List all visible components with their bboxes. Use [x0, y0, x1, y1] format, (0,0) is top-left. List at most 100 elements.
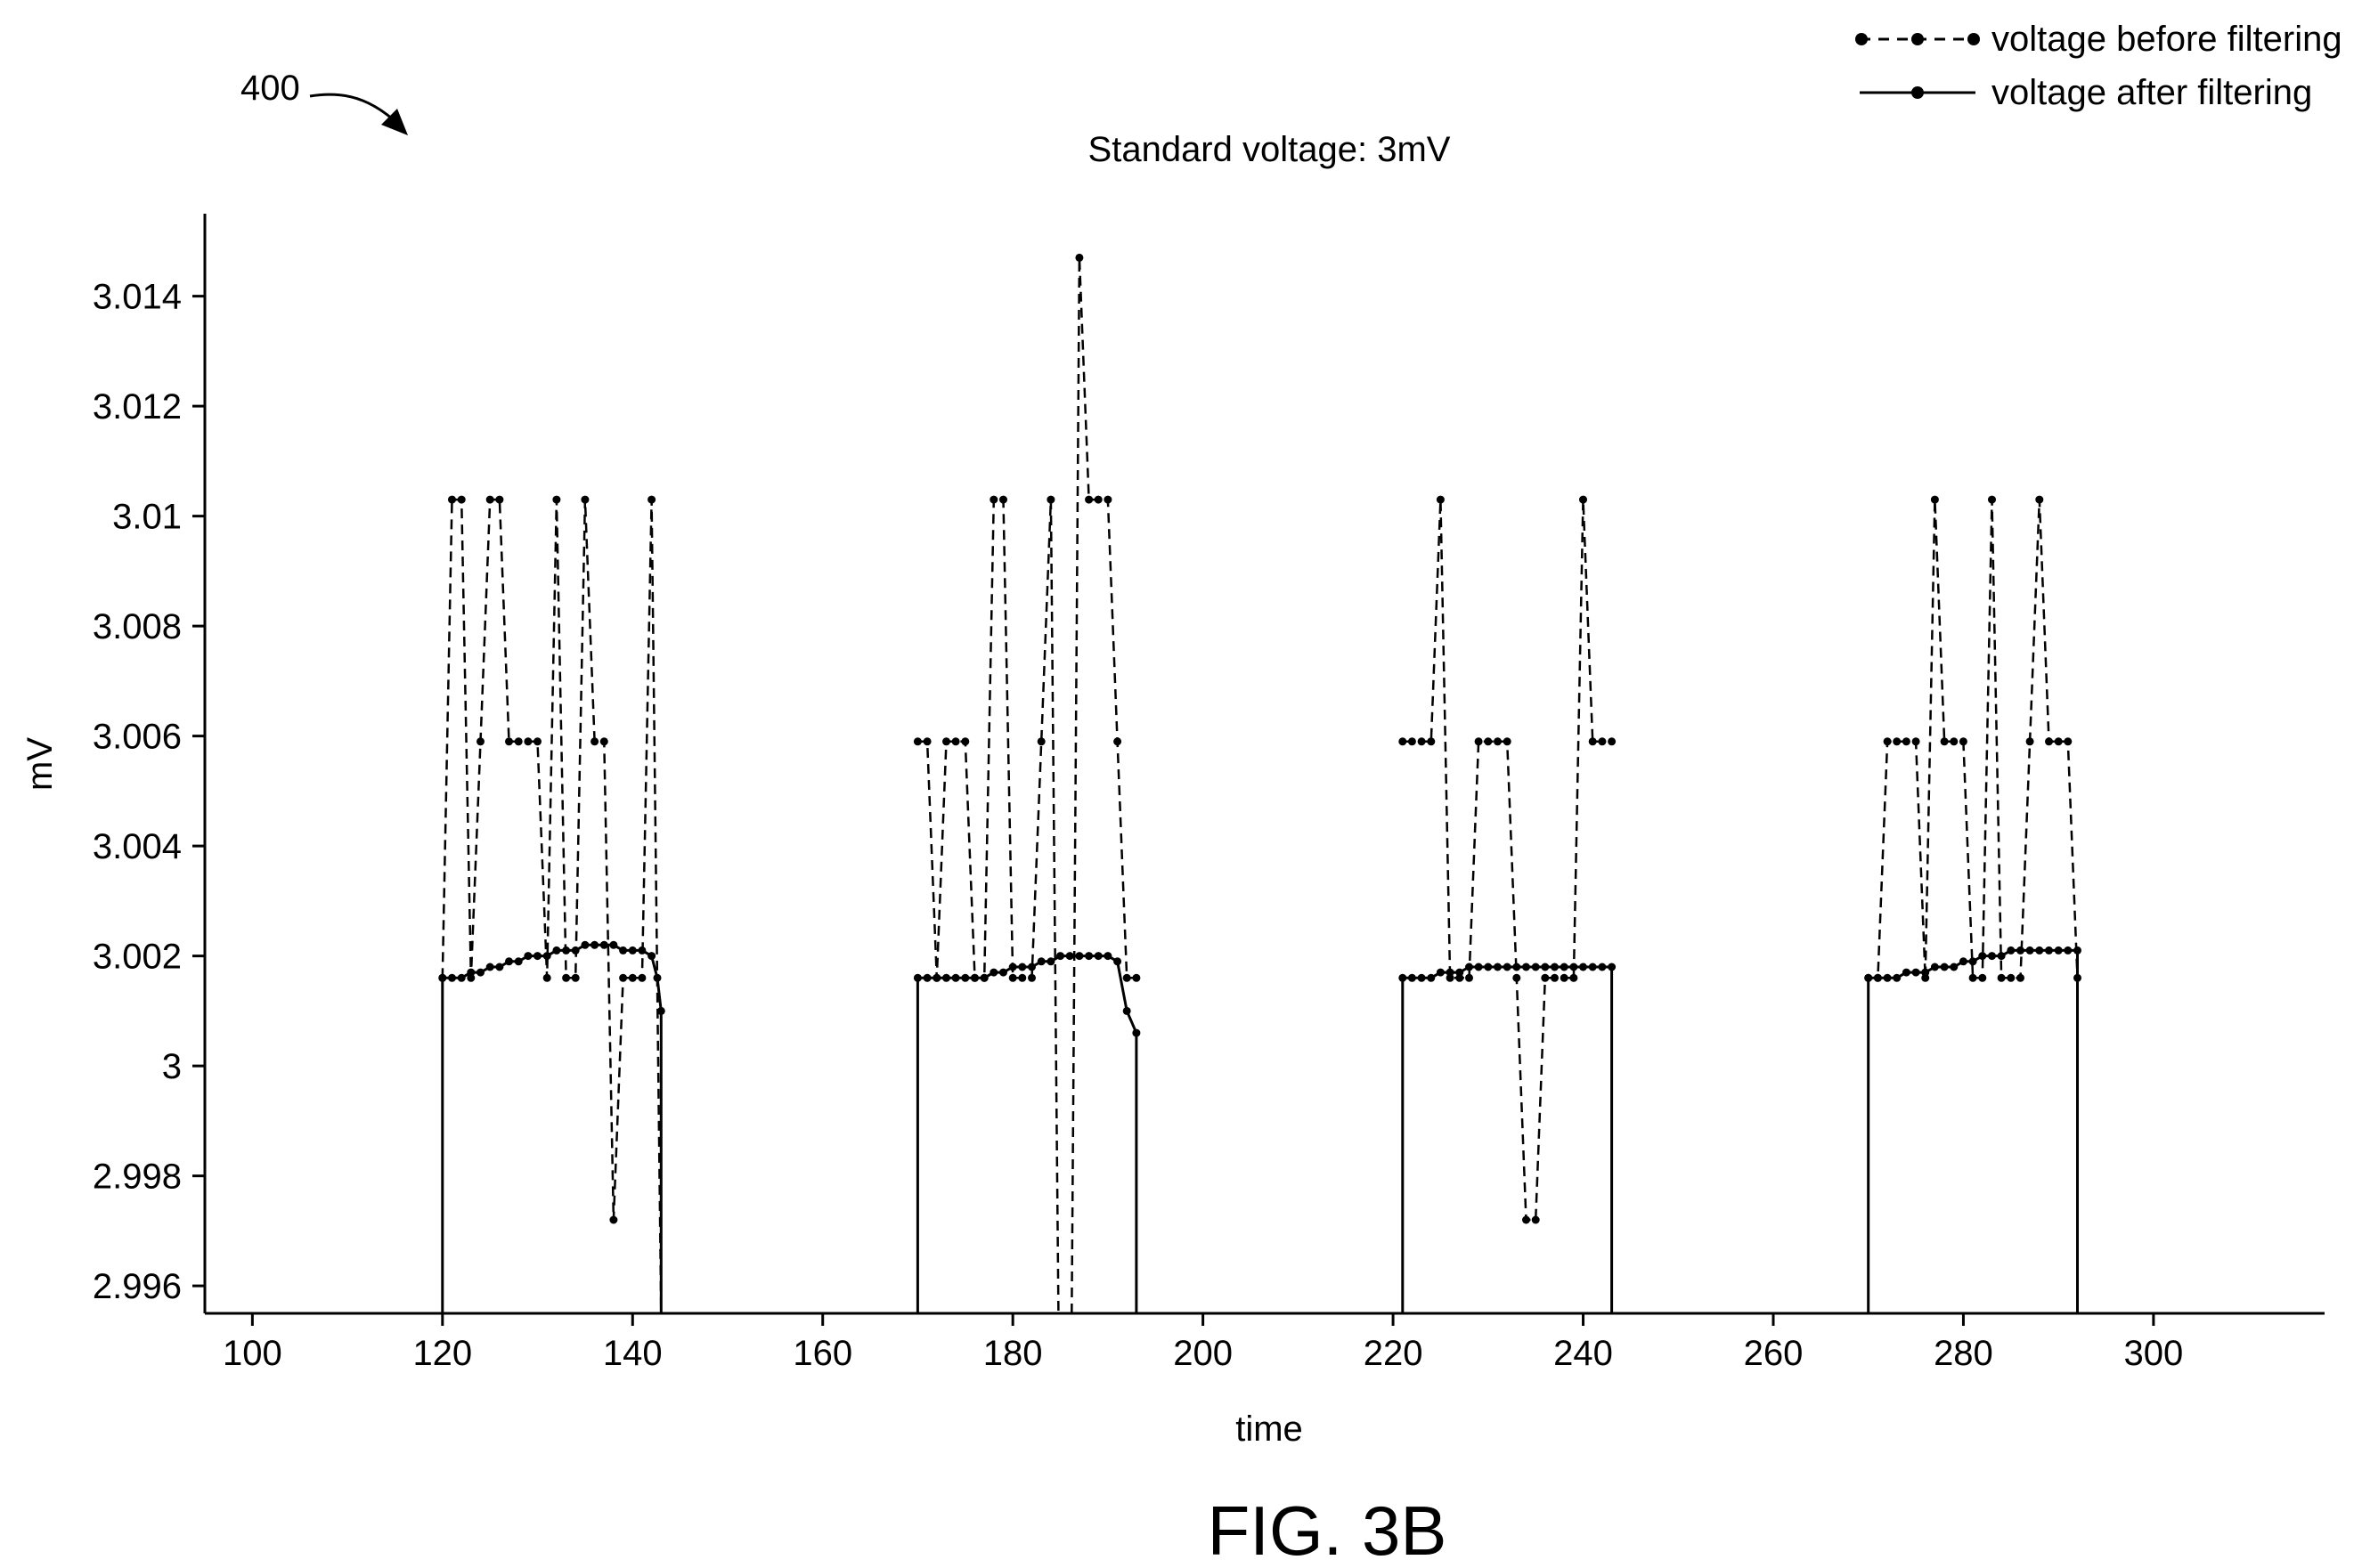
- data-point: [2045, 737, 2053, 746]
- data-point: [1104, 495, 1112, 504]
- x-tick-label: 160: [793, 1334, 852, 1373]
- y-tick-label: 3: [162, 1047, 182, 1086]
- series-line: [441, 498, 663, 1314]
- data-point: [1008, 963, 1017, 971]
- data-point: [457, 973, 466, 982]
- figure-ref-arrowhead: [381, 109, 408, 135]
- data-point: [476, 968, 485, 977]
- data-point: [2016, 946, 2024, 955]
- data-point: [1407, 737, 1416, 746]
- data-point: [599, 737, 608, 746]
- data-point: [942, 973, 950, 982]
- data-point: [980, 973, 989, 982]
- data-point: [1075, 952, 1084, 961]
- data-point: [1921, 973, 1930, 982]
- data-point: [1569, 963, 1578, 971]
- legend-marker-before-1: [1855, 33, 1868, 45]
- data-point: [1531, 1215, 1540, 1224]
- data-point: [533, 952, 542, 961]
- data-point: [1056, 952, 1064, 961]
- data-point: [581, 495, 590, 504]
- series-line: [1867, 948, 2079, 1313]
- data-point: [1541, 963, 1550, 971]
- data-point: [961, 973, 970, 982]
- data-point: [1113, 737, 1122, 746]
- y-axis-label: mV: [20, 737, 60, 791]
- data-point: [1551, 963, 1559, 971]
- data-point: [2073, 946, 2081, 955]
- y-tick-label: 3.014: [93, 278, 182, 317]
- data-point: [1930, 963, 1939, 971]
- data-point: [990, 968, 998, 977]
- data-point: [571, 946, 580, 955]
- data-point: [1911, 737, 1920, 746]
- data-point: [1579, 495, 1587, 504]
- x-tick-label: 280: [1934, 1334, 1993, 1373]
- data-point: [1579, 963, 1587, 971]
- data-point: [1883, 737, 1892, 746]
- data-point: [1940, 963, 1949, 971]
- series-after-filtering: [438, 940, 2081, 1313]
- data-point: [2035, 495, 2044, 504]
- data-point: [1503, 737, 1511, 746]
- x-tick-label: 180: [983, 1334, 1043, 1373]
- data-point: [1484, 963, 1493, 971]
- plot-area: [438, 253, 2081, 1314]
- data-point: [1902, 968, 1910, 977]
- figure-ref-label: 400: [240, 69, 300, 108]
- data-point: [1911, 968, 1920, 977]
- data-point: [2007, 946, 2016, 955]
- data-point: [999, 495, 1007, 504]
- data-point: [1968, 957, 1977, 966]
- data-point: [1028, 973, 1036, 982]
- y-tick-label: 2.998: [93, 1158, 182, 1197]
- data-point: [990, 495, 998, 504]
- data-point: [1560, 973, 1568, 982]
- data-point: [1085, 952, 1094, 961]
- data-point: [1104, 952, 1112, 961]
- data-point: [1522, 963, 1530, 971]
- data-point: [505, 957, 513, 966]
- data-point: [467, 968, 476, 977]
- data-point: [1522, 1215, 1530, 1224]
- data-point: [1494, 737, 1502, 746]
- data-point: [552, 946, 561, 955]
- data-point: [514, 737, 523, 746]
- y-tick-label: 3.012: [93, 387, 182, 427]
- data-point: [542, 973, 551, 982]
- data-point: [1512, 963, 1521, 971]
- data-point: [609, 1215, 618, 1224]
- data-point: [524, 952, 533, 961]
- data-point: [1864, 973, 1873, 982]
- data-point: [599, 940, 608, 949]
- data-point: [1047, 957, 1055, 966]
- data-point: [1085, 495, 1094, 504]
- series-line: [1071, 256, 1136, 1314]
- x-tick-label: 260: [1744, 1334, 1804, 1373]
- data-point: [1407, 973, 1416, 982]
- data-point: [476, 737, 485, 746]
- data-point: [1122, 973, 1131, 982]
- data-point: [1465, 973, 1473, 982]
- data-point: [1988, 495, 1996, 504]
- data-point: [1494, 963, 1502, 971]
- data-point: [542, 952, 551, 961]
- series-line: [1402, 498, 1612, 1222]
- data-point: [2025, 946, 2034, 955]
- data-point: [1598, 963, 1607, 971]
- data-point: [971, 973, 979, 982]
- legend-label-after: voltage after filtering: [1991, 73, 2312, 112]
- data-point: [1978, 973, 1987, 982]
- data-point: [1018, 963, 1027, 971]
- data-point: [1950, 737, 1959, 746]
- data-point: [2045, 946, 2053, 955]
- data-point: [638, 973, 647, 982]
- data-point: [1512, 973, 1521, 982]
- data-point: [533, 737, 542, 746]
- data-point: [1959, 957, 1967, 966]
- data-point: [2054, 946, 2063, 955]
- data-point: [648, 495, 656, 504]
- data-point: [648, 952, 656, 961]
- data-point: [1028, 963, 1036, 971]
